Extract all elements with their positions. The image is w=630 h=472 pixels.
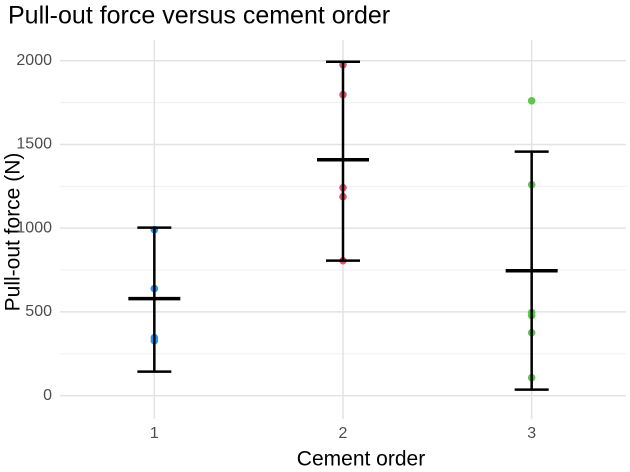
y-tick-label: 1500	[16, 136, 52, 153]
y-tick-label: 2000	[16, 52, 52, 69]
x-tick-label: 1	[150, 425, 159, 442]
chart-title: Pull-out force versus cement order	[8, 2, 390, 30]
y-tick-label: 0	[43, 387, 52, 404]
y-tick-label: 1000	[16, 219, 52, 236]
x-axis-label: Cement order	[297, 448, 425, 471]
y-tick-label: 500	[25, 303, 52, 320]
data-point	[527, 96, 536, 105]
y-axis-label: Pull-out force (N)	[2, 153, 25, 312]
x-tick-label: 3	[527, 425, 536, 442]
x-tick-label: 2	[339, 425, 348, 442]
